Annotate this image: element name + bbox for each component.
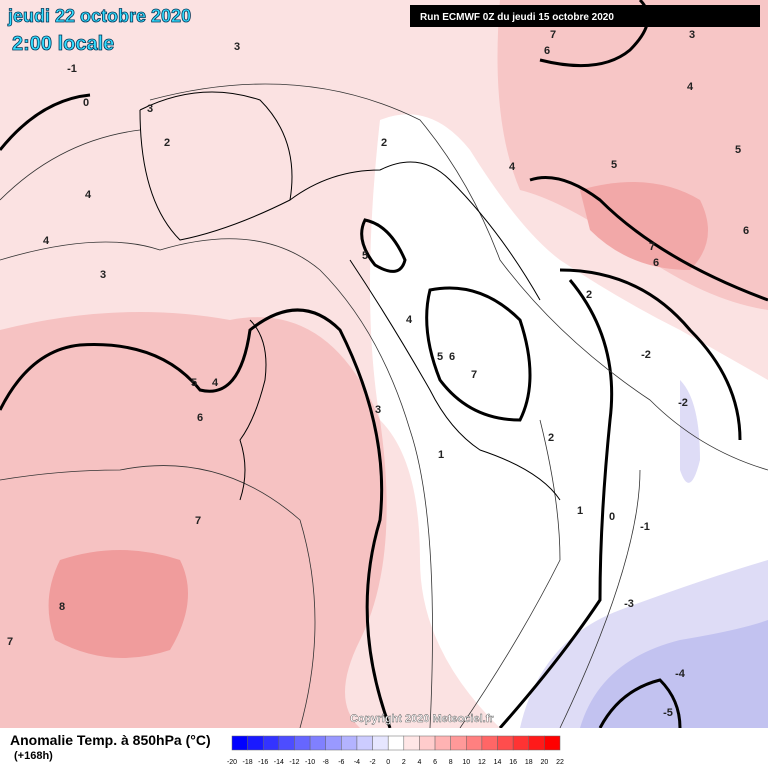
- legend-swatch: [248, 736, 264, 750]
- contour-label: 8: [59, 601, 65, 613]
- legend-tick: 6: [433, 759, 437, 766]
- contour-label: -4: [675, 668, 686, 680]
- legend-swatch: [419, 736, 435, 750]
- legend-swatch: [529, 736, 545, 750]
- contour-label: 3: [234, 41, 240, 53]
- contour-label: -5: [663, 707, 673, 719]
- contour-label: 7: [7, 636, 13, 648]
- legend-swatch: [482, 736, 498, 750]
- contour-label: 3: [689, 29, 695, 41]
- legend-tick: -2: [369, 759, 375, 766]
- legend-swatch: [498, 736, 514, 750]
- contour-label: 5: [437, 351, 443, 363]
- contour-label: 4: [43, 235, 50, 247]
- contour-label: -1: [67, 63, 77, 75]
- legend-swatch: [279, 736, 295, 750]
- legend-swatch: [435, 736, 451, 750]
- legend-tick: -16: [258, 759, 268, 766]
- legend-swatch: [263, 736, 279, 750]
- contour-label: 2: [381, 137, 387, 149]
- contour-label: 3: [147, 103, 153, 115]
- legend-swatch: [544, 736, 560, 750]
- legend-tick: -18: [243, 759, 253, 766]
- legend-swatch: [451, 736, 467, 750]
- contour-label: 0: [83, 97, 89, 109]
- legend-tick: 4: [417, 759, 421, 766]
- legend-swatch: [357, 736, 373, 750]
- contour-label: 7: [649, 241, 655, 253]
- contour-label: 6: [743, 225, 749, 237]
- contour-label: 6: [197, 412, 203, 424]
- contour-label: 2: [164, 137, 170, 149]
- contour-label: 3: [375, 404, 381, 416]
- contour-label: -3: [624, 598, 634, 610]
- contour-label: -2: [678, 397, 688, 409]
- legend-tick: -12: [289, 759, 299, 766]
- legend-tick: -6: [338, 759, 344, 766]
- footer-label: Anomalie Temp. à 850hPa (°C): [10, 732, 211, 748]
- contour-label: 5: [735, 144, 741, 156]
- contour-label: 4: [509, 161, 516, 173]
- legend-tick: -20: [227, 759, 237, 766]
- contour-label: 5: [611, 159, 617, 171]
- contour-label: 7: [471, 369, 477, 381]
- contour-label: 7: [550, 29, 556, 41]
- map-title: jeudi 22 octobre 2020: [7, 6, 191, 26]
- legend-swatch: [466, 736, 482, 750]
- legend-tick: 22: [556, 759, 564, 766]
- contour-label: 7: [195, 515, 201, 527]
- legend-tick: 16: [509, 759, 517, 766]
- contour-label: 5: [191, 377, 197, 389]
- contour-label: 2: [586, 289, 592, 301]
- legend-swatch: [373, 736, 389, 750]
- contour-label: 2: [548, 432, 554, 444]
- legend-tick: -14: [274, 759, 284, 766]
- legend-tick: 10: [462, 759, 470, 766]
- map-time: 2:00 locale: [12, 33, 114, 55]
- legend-swatch: [388, 736, 404, 750]
- legend-swatch: [294, 736, 310, 750]
- contour-label: 4: [406, 314, 413, 326]
- contour-label: -2: [641, 349, 651, 361]
- warm-core: [49, 550, 188, 658]
- legend-swatch: [310, 736, 326, 750]
- legend-tick: 20: [540, 759, 548, 766]
- warm-area: [0, 312, 387, 728]
- contour-label: 4: [212, 377, 219, 389]
- contour-label: 4: [687, 81, 694, 93]
- contour-label: 6: [544, 45, 550, 57]
- legend-tick: 2: [402, 759, 406, 766]
- legend-swatch: [232, 736, 248, 750]
- legend-swatch: [326, 736, 342, 750]
- legend-tick: -4: [354, 759, 360, 766]
- legend-tick: 8: [449, 759, 453, 766]
- legend-tick: -8: [323, 759, 329, 766]
- contour-label: 6: [653, 257, 659, 269]
- legend-swatch: [404, 736, 420, 750]
- contour-label: 3: [100, 269, 106, 281]
- contour-label: 6: [449, 351, 455, 363]
- legend-swatch: [341, 736, 357, 750]
- footer-lead: (+168h): [14, 750, 53, 762]
- contour-label: 1: [577, 505, 583, 517]
- legend-swatch: [513, 736, 529, 750]
- legend-tick: -10: [305, 759, 315, 766]
- legend-tick: 14: [494, 759, 502, 766]
- legend-tick: 12: [478, 759, 486, 766]
- contour-label: 4: [85, 189, 92, 201]
- contour-label: 5: [362, 250, 368, 262]
- contour-label: -1: [640, 521, 650, 533]
- contour-label: 1: [438, 449, 444, 461]
- contour-label: 0: [609, 511, 615, 523]
- run-info: Run ECMWF 0Z du jeudi 15 octobre 2020: [420, 12, 614, 23]
- copyright: Copyright 2020 Meteociel.fr: [350, 713, 494, 725]
- legend-tick: 18: [525, 759, 533, 766]
- legend-tick: 0: [386, 759, 390, 766]
